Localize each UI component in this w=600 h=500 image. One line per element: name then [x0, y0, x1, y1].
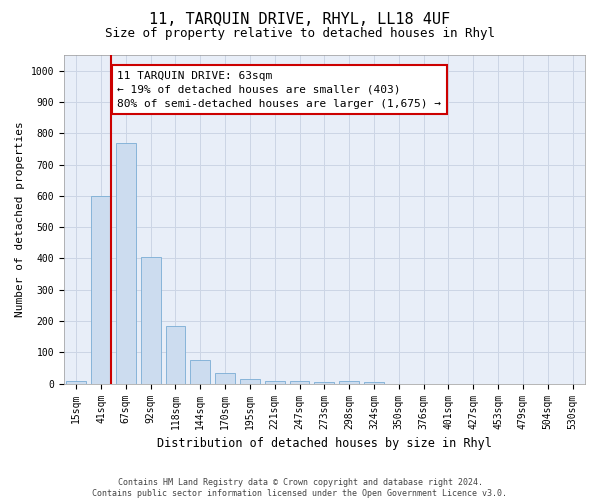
Bar	[141, 257, 161, 384]
Y-axis label: Number of detached properties: Number of detached properties	[15, 122, 25, 317]
X-axis label: Distribution of detached houses by size in Rhyl: Distribution of detached houses by size …	[157, 437, 492, 450]
Bar	[314, 382, 334, 384]
Bar	[240, 379, 260, 384]
Bar	[265, 380, 284, 384]
Bar	[290, 380, 310, 384]
Text: Contains HM Land Registry data © Crown copyright and database right 2024.
Contai: Contains HM Land Registry data © Crown c…	[92, 478, 508, 498]
Bar	[66, 380, 86, 384]
Text: 11 TARQUIN DRIVE: 63sqm
← 19% of detached houses are smaller (403)
80% of semi-d: 11 TARQUIN DRIVE: 63sqm ← 19% of detache…	[117, 70, 441, 108]
Bar	[116, 142, 136, 384]
Bar	[339, 380, 359, 384]
Bar	[215, 372, 235, 384]
Bar	[364, 382, 384, 384]
Bar	[190, 360, 210, 384]
Text: 11, TARQUIN DRIVE, RHYL, LL18 4UF: 11, TARQUIN DRIVE, RHYL, LL18 4UF	[149, 12, 451, 28]
Bar	[166, 326, 185, 384]
Text: Size of property relative to detached houses in Rhyl: Size of property relative to detached ho…	[105, 28, 495, 40]
Bar	[91, 196, 111, 384]
